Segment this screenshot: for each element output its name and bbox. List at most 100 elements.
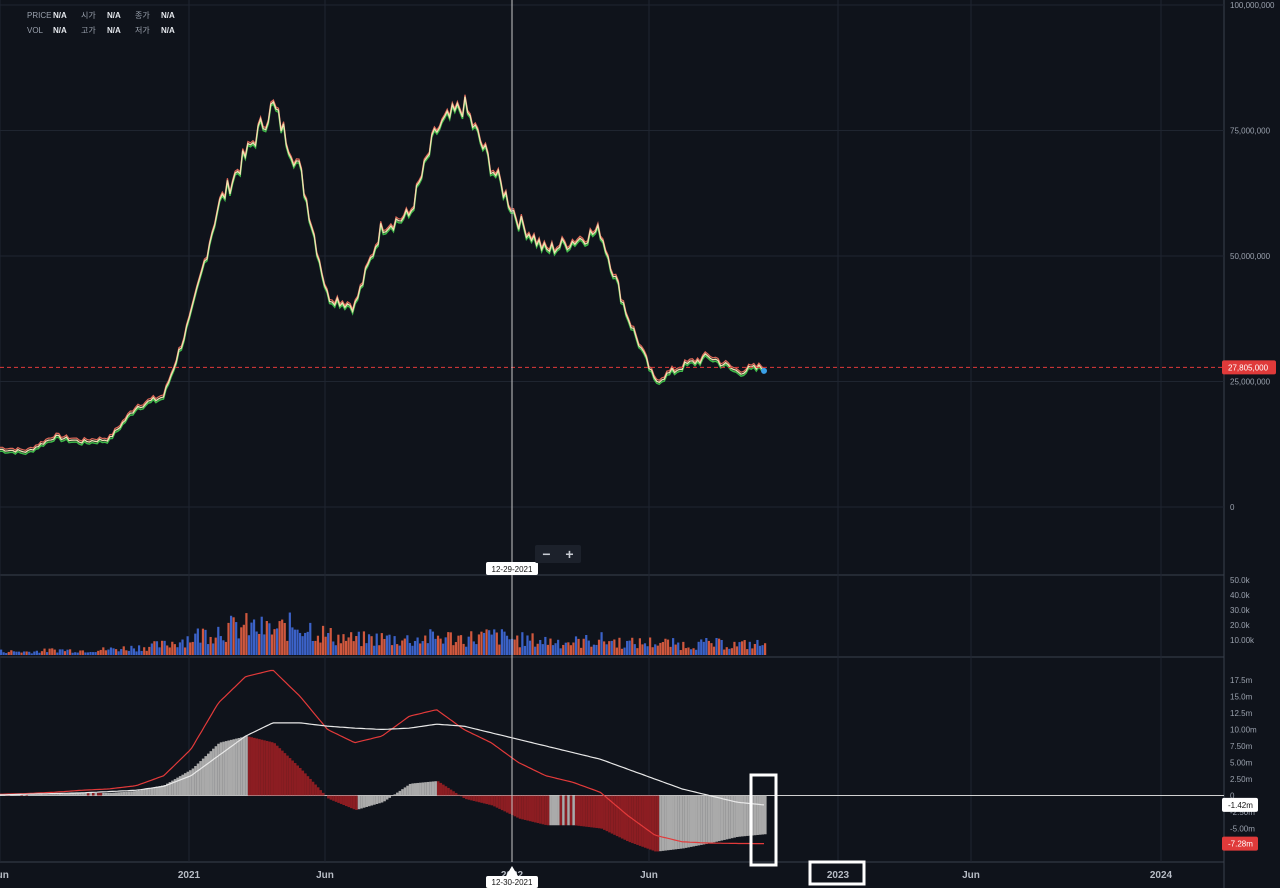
macd-histogram-bar [375,795,379,804]
volume-bar [753,643,756,655]
macd-histogram-bar [751,795,754,836]
macd-histogram-bar [204,756,208,796]
volume-bar [232,617,235,655]
macd-histogram-bar [58,794,62,796]
macd-histogram-bar [79,793,82,796]
macd-histogram-bar [201,758,205,796]
macd-axis-label: 10.00m [1230,725,1257,734]
volume-bar [485,629,488,655]
macd-histogram-bar [638,795,642,846]
macd-histogram-bar [715,795,719,842]
macd-histogram-bar [132,791,136,796]
macd-histogram-bar [155,786,159,796]
macd-histogram-bar [378,795,381,804]
macd-histogram-bar [135,790,139,796]
volume-bar [728,648,731,655]
macd-histogram-bar [390,795,394,797]
macd-histogram-bar [528,795,532,822]
macd-histogram-bar [321,792,325,796]
zoom-controls: − + [535,545,581,563]
volume-bar [155,641,159,655]
volume-bar [306,631,309,655]
volume-bar [33,651,36,655]
volume-bar [367,634,371,655]
macd-histogram-bar [564,795,568,826]
volume-bar [56,652,59,655]
volume-bar [125,650,128,655]
macd-histogram-bar [393,794,397,796]
volume-bar [743,640,746,655]
macd-histogram-bar [334,795,338,802]
volume-bar [436,635,440,655]
volume-bar [539,639,542,655]
macd-histogram-bar [692,795,696,847]
macd-histogram-bar [689,795,693,847]
macd-histogram-bar [735,795,739,838]
volume-bar [439,638,442,655]
volume-bar [664,638,667,655]
volume-bar [534,646,537,655]
macd-histogram-bar [235,738,238,796]
volume-bar [523,645,527,655]
macd-axis-label: 17.5m [1230,676,1253,685]
macd-histogram-bar [567,795,570,826]
volume-bar [582,638,585,655]
volume-bar [646,646,649,655]
volume-bar [91,652,95,655]
macd-histogram-bar [173,779,177,796]
macd-histogram-bar [12,794,16,796]
macd-histogram-bar [316,787,320,796]
macd-histogram-bar [557,795,560,826]
time-axis-label: Jun [962,870,980,881]
volume-bar [500,629,504,655]
macd-histogram-bar [209,751,213,796]
macd-histogram-bar [659,795,662,852]
volume-bar [488,630,491,655]
macd-axis-label: 12.5m [1230,709,1253,718]
macd-histogram-bar [40,794,44,796]
volume-bar [618,637,621,655]
macd-histogram-bar [114,792,118,796]
macd-histogram-bar [498,795,501,809]
macd-histogram-bar [38,794,41,796]
volume-bar [687,647,690,655]
volume-bar [689,649,693,655]
macd-histogram-bar [725,795,729,840]
volume-bar [296,629,299,655]
zoom-in-button[interactable]: + [565,546,574,562]
macd-histogram-bar [615,795,619,837]
price-axis-label: 50,000,000 [1230,252,1271,261]
volume-bar [638,638,641,655]
volume-bar [229,615,233,655]
volume-bar [214,637,217,655]
volume-bar [12,651,15,655]
volume-bar [319,642,322,655]
volume-bar [137,645,141,655]
legend-vol-value: N/A [53,26,67,35]
macd-histogram-bar [102,792,105,796]
macd-histogram-bar [286,755,289,796]
volume-bar [633,644,636,655]
volume-bar [135,651,138,655]
volume-bar [66,649,69,655]
volume-bar [431,631,435,655]
macd-histogram-bar [677,795,680,850]
volume-bar [140,650,143,655]
volume-bar [393,636,396,655]
volume-bar [143,647,146,655]
volume-bar [168,647,171,655]
volume-bar [442,643,445,655]
macd-histogram-bar [252,737,256,796]
macd-histogram-bar [214,746,218,796]
crosshair-top-tag [486,562,538,575]
macd-histogram-bar [633,795,637,845]
volume-bar [531,633,534,655]
macd-histogram-bar [355,795,358,810]
volume-bar [419,643,422,655]
macd-histogram-bar [682,795,685,849]
macd-histogram-bar [206,753,210,796]
macd-histogram-bar [20,794,24,796]
zoom-out-button[interactable]: − [542,546,551,562]
macd-histogram-bar [367,795,371,807]
